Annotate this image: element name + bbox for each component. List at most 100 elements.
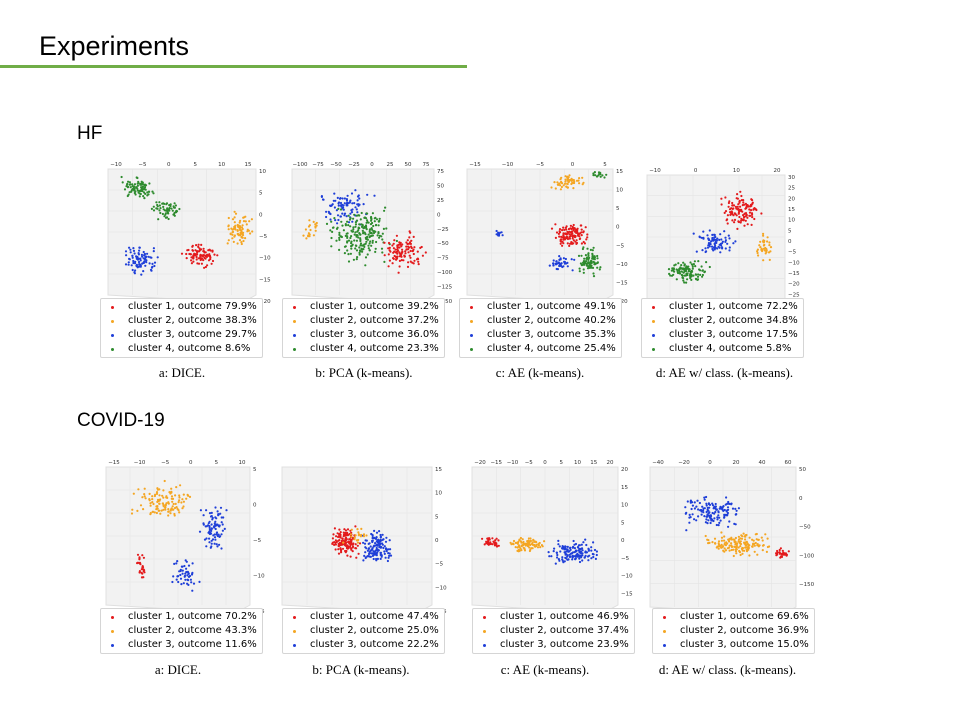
scatter-point	[227, 239, 230, 242]
scatter-point	[161, 202, 164, 205]
scatter-point	[557, 232, 560, 235]
scatter-point	[174, 494, 177, 497]
y-tick-label: 0	[788, 239, 792, 245]
scatter-point	[700, 236, 703, 239]
scatter-point	[185, 257, 188, 260]
scatter-point	[394, 248, 397, 251]
scatter-point	[737, 203, 740, 206]
scatter-point	[587, 252, 590, 255]
scatter-point	[169, 512, 172, 515]
scatter-point	[354, 543, 357, 546]
scatter-point	[143, 191, 146, 194]
scatter-point	[605, 173, 608, 176]
scatter-point	[573, 258, 576, 261]
scatter-point	[124, 250, 128, 253]
scatter-point	[526, 545, 529, 548]
scatter-point	[581, 263, 585, 266]
legend-entry: cluster 2, outcome 37.2%	[287, 314, 439, 328]
scatter-point	[142, 576, 145, 579]
scatter-point	[171, 500, 174, 503]
x-tick-label: −15	[108, 460, 120, 466]
scatter-point	[387, 556, 390, 559]
scatter-point	[756, 553, 759, 556]
scatter-point	[758, 544, 761, 547]
scatter-point	[202, 247, 205, 250]
scatter-point	[142, 257, 145, 260]
scatter-point	[175, 210, 179, 213]
scatter-point	[137, 191, 140, 194]
scatter-point	[341, 547, 345, 550]
scatter-point	[357, 552, 360, 555]
scatter-point	[564, 232, 567, 235]
scatter-point	[746, 547, 750, 550]
scatter-point	[346, 545, 349, 548]
scatter-point	[556, 181, 559, 184]
scatter-point	[155, 201, 158, 204]
scatter-point	[338, 539, 341, 542]
y-tick-label: 75	[437, 169, 444, 175]
scatter-point	[137, 265, 141, 268]
scatter-point	[707, 238, 711, 241]
scatter-point	[483, 543, 486, 546]
scatter-point	[541, 545, 544, 548]
scatter-point	[707, 542, 710, 545]
scatter-point	[185, 252, 188, 256]
scatter-point	[759, 246, 762, 249]
scatter-point	[138, 189, 141, 192]
scatter-point	[678, 269, 681, 272]
scatter-point	[684, 512, 687, 515]
legend-label: cluster 3, outcome 36.0%	[310, 329, 439, 340]
scatter-point	[593, 258, 596, 261]
x-tick-label: −15	[490, 460, 502, 466]
scatter-point	[137, 260, 141, 264]
scatter-point	[143, 569, 146, 572]
scatter-point	[396, 252, 399, 255]
scatter-point	[240, 230, 243, 233]
scatter-point	[380, 247, 384, 250]
scatter-point	[195, 244, 198, 247]
scatter-point	[358, 542, 362, 545]
scatter-point	[584, 554, 587, 557]
scatter-point	[392, 257, 395, 260]
scatter-point	[726, 506, 730, 509]
scatter-point	[570, 258, 573, 261]
scatter-point	[718, 238, 721, 241]
scatter-point	[569, 548, 572, 551]
scatter-point	[197, 243, 200, 246]
scatter-point	[683, 281, 686, 284]
scatter-point	[595, 262, 598, 265]
scatter-point	[735, 552, 738, 555]
scatter-point	[695, 505, 698, 508]
scatter-point	[351, 208, 354, 211]
scatter-point	[342, 531, 345, 534]
scatter-point	[559, 242, 562, 245]
scatter-point	[593, 548, 597, 552]
scatter-point	[709, 521, 712, 525]
scatter-point	[133, 252, 136, 255]
scatter-point	[331, 537, 334, 540]
scatter-point	[569, 242, 572, 245]
scatter-point	[140, 189, 143, 192]
scatter-point	[556, 183, 559, 186]
scatter-point	[731, 201, 734, 205]
scatter-point	[518, 546, 521, 549]
scatter-point	[565, 185, 568, 188]
scatter-point	[378, 234, 381, 237]
scatter-point	[751, 201, 754, 204]
scatter-point	[582, 261, 585, 264]
scatter-point	[739, 190, 742, 193]
scatter-point	[152, 205, 155, 208]
scatter-point	[333, 217, 336, 220]
scatter-point	[595, 553, 598, 557]
scatter-point	[172, 205, 175, 208]
y-tick-label: −125	[437, 285, 453, 291]
scatter-point	[388, 259, 391, 262]
scatter-point	[353, 202, 356, 205]
scatter-point	[223, 527, 226, 530]
scatter-point	[356, 544, 359, 547]
scatter-point	[752, 539, 755, 542]
scatter-point	[367, 247, 370, 250]
y-tick-label: −10	[788, 260, 800, 266]
scatter-point	[135, 176, 138, 179]
scatter-point	[732, 214, 735, 217]
